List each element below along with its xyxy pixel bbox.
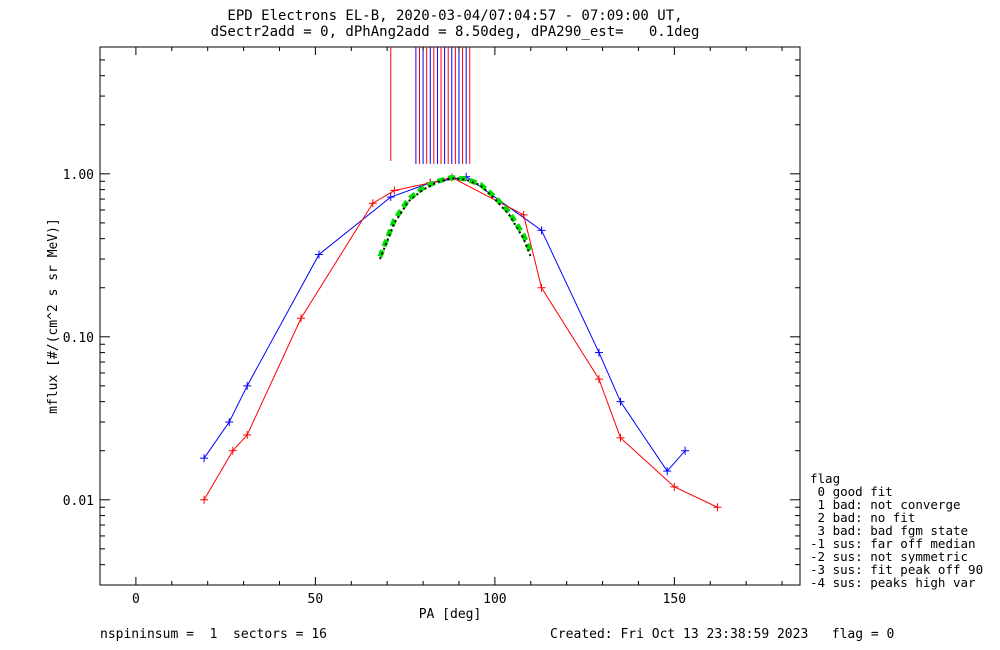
legend-item: 3 bad: bad fgm state bbox=[810, 523, 969, 538]
chart-subtitle: dSectr2add = 0, dPhAng2add = 8.50deg, dP… bbox=[210, 24, 700, 40]
data-point bbox=[228, 446, 237, 455]
data-point bbox=[616, 397, 625, 406]
flag-legend: flag 0 good fit 1 bad: not converge 2 ba… bbox=[810, 472, 983, 589]
data-point bbox=[663, 467, 672, 476]
data-point bbox=[537, 226, 546, 235]
data-point bbox=[594, 348, 603, 357]
footer-spin-info: nspininsum = 1 sectors = 16 bbox=[100, 627, 327, 642]
legend-item: -1 sus: far off median bbox=[810, 536, 976, 551]
data-point bbox=[200, 495, 209, 504]
legend-item: -2 sus: not symmetric bbox=[810, 549, 969, 564]
data-point bbox=[616, 433, 625, 442]
fit-curve-black bbox=[379, 177, 532, 260]
x-tick-label: 50 bbox=[308, 592, 324, 607]
legend-item: 2 bad: no fit bbox=[810, 510, 916, 525]
legend-item: -4 sus: peaks high var bbox=[810, 575, 976, 590]
legend-title: flag bbox=[810, 471, 841, 486]
y-tick-label: 0.01 bbox=[63, 494, 94, 509]
y-tick-label: 0.10 bbox=[63, 331, 94, 346]
y-axis-label: mflux [#/(cm^2 s sr MeV)] bbox=[46, 218, 61, 414]
plot-frame bbox=[99, 46, 801, 586]
data-point bbox=[314, 250, 323, 259]
x-tick-label: 0 bbox=[132, 592, 140, 607]
data-point bbox=[297, 314, 306, 323]
data-point bbox=[681, 446, 690, 455]
data-point bbox=[390, 186, 399, 195]
y-tick-label: 1.00 bbox=[63, 168, 94, 183]
data-point bbox=[713, 503, 722, 512]
series-line-2 bbox=[203, 176, 718, 508]
data-point bbox=[670, 482, 679, 491]
legend-item: -3 sus: fit peak off 90 bbox=[810, 562, 984, 577]
data-point bbox=[519, 210, 528, 219]
series-line-1 bbox=[203, 176, 686, 472]
legend-item: 1 bad: not converge bbox=[810, 497, 961, 512]
x-tick-label: 150 bbox=[663, 592, 686, 607]
data-point bbox=[200, 454, 209, 463]
legend-item: 0 good fit bbox=[810, 484, 893, 499]
x-axis-label: PA [deg] bbox=[419, 607, 482, 622]
data-point bbox=[594, 375, 603, 384]
data-point bbox=[368, 199, 377, 208]
fit-curve-green bbox=[377, 174, 534, 258]
data-point bbox=[243, 430, 252, 439]
chart-title: EPD Electrons EL-B, 2020-03-04/07:04:57 … bbox=[227, 8, 683, 24]
footer-created-info: Created: Fri Oct 13 23:38:59 2023 flag =… bbox=[550, 627, 895, 642]
data-point bbox=[386, 193, 395, 202]
data-point bbox=[225, 418, 234, 427]
data-point bbox=[537, 283, 546, 292]
data-point bbox=[243, 381, 252, 390]
x-tick-label: 100 bbox=[483, 592, 506, 607]
